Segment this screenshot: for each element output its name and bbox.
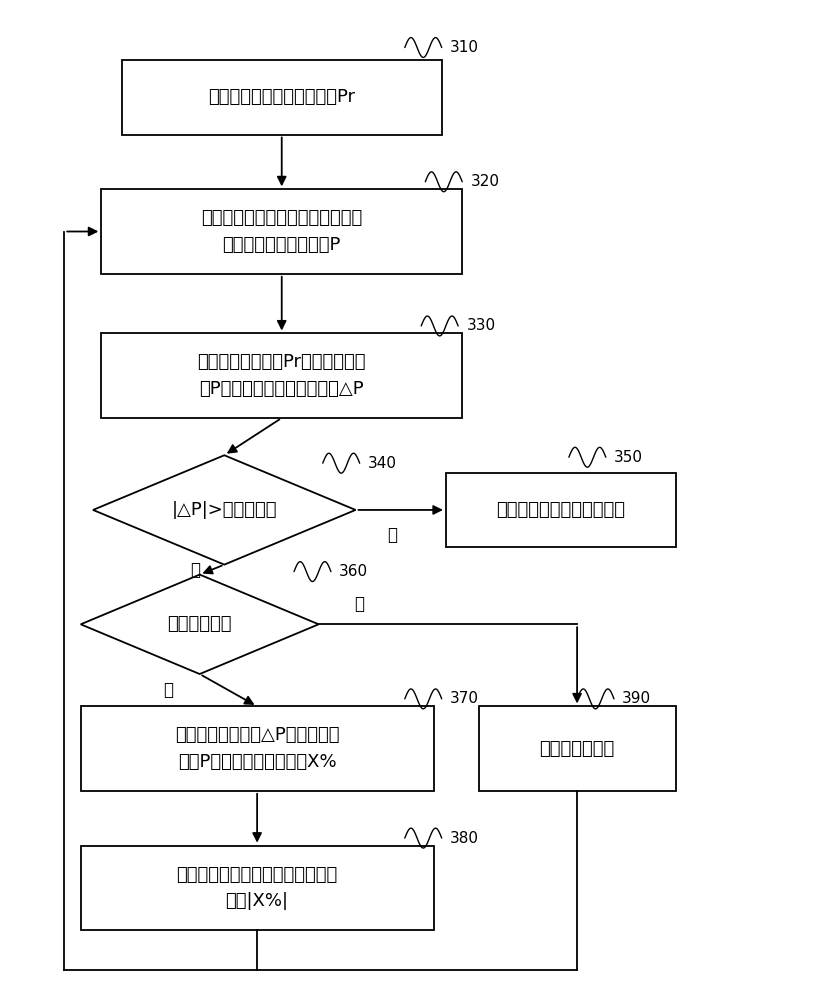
FancyBboxPatch shape (81, 846, 434, 930)
Text: 380: 380 (450, 831, 479, 846)
Text: 根据功率调整数值△P和实际输出
功率P，获得功率调整比率X%: 根据功率调整数值△P和实际输出 功率P，获得功率调整比率X% (175, 726, 339, 771)
Text: 360: 360 (339, 564, 368, 579)
Text: 不进行功率调整而直接退出: 不进行功率调整而直接退出 (496, 501, 625, 519)
Text: 否: 否 (164, 681, 173, 699)
Text: 是否需停机？: 是否需停机？ (168, 615, 232, 633)
Text: 350: 350 (614, 450, 643, 465)
Text: 是: 是 (191, 561, 201, 579)
FancyBboxPatch shape (102, 189, 463, 274)
Text: 获取风电场内各风机的工作状态及
风电场的实际输出功率P: 获取风电场内各风机的工作状态及 风电场的实际输出功率P (201, 209, 363, 254)
Text: 否: 否 (387, 526, 397, 544)
FancyBboxPatch shape (121, 60, 442, 135)
Text: 340: 340 (368, 456, 396, 471)
Text: 370: 370 (450, 691, 479, 706)
Text: 是: 是 (354, 595, 364, 613)
FancyBboxPatch shape (81, 706, 434, 791)
FancyBboxPatch shape (446, 473, 676, 547)
Polygon shape (93, 455, 355, 565)
Text: 获取风电场的目标输出功率Pr: 获取风电场的目标输出功率Pr (208, 88, 355, 106)
Text: 使相应机组停机: 使相应机组停机 (539, 740, 615, 758)
Text: 330: 330 (467, 318, 496, 333)
Polygon shape (81, 575, 319, 674)
FancyBboxPatch shape (102, 333, 463, 418)
Text: 310: 310 (450, 40, 479, 55)
FancyBboxPatch shape (478, 706, 676, 791)
Text: 320: 320 (471, 174, 500, 189)
Text: 390: 390 (622, 691, 652, 706)
Text: 将已并网机组的输出功率统一向下
调整|X%|: 将已并网机组的输出功率统一向下 调整|X%| (177, 866, 338, 910)
Text: |△P|>调整阈值？: |△P|>调整阈值？ (172, 501, 277, 519)
Text: 根据目标输出功率Pr和实际输出功
率P，获得所需功率调整数值△P: 根据目标输出功率Pr和实际输出功 率P，获得所需功率调整数值△P (197, 353, 366, 398)
